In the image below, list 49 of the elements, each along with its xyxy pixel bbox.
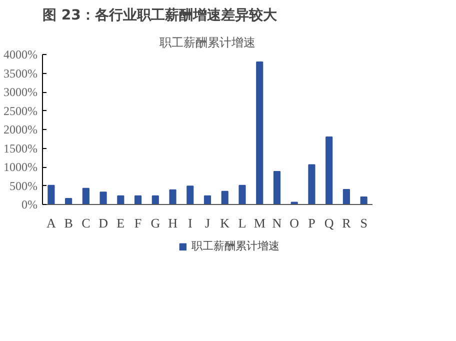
x-tick-label: J (204, 216, 210, 230)
bar (326, 136, 333, 204)
y-tick-label: 2500% (4, 104, 38, 118)
bar (100, 192, 107, 204)
y-tick-label: 2000% (4, 122, 38, 136)
x-tick-label: E (116, 216, 125, 230)
bar (256, 62, 264, 204)
legend-label: 职工薪酬累计增速 (192, 238, 280, 254)
y-tick-label: 1000% (4, 160, 38, 174)
bar (221, 190, 228, 204)
y-tick-label: 0% (22, 198, 38, 212)
bar (186, 186, 194, 204)
x-tick-label: A (46, 216, 56, 230)
x-tick-label: M (254, 216, 266, 230)
bar (82, 188, 90, 204)
bar (152, 195, 159, 204)
bar (273, 171, 281, 204)
bar (65, 198, 72, 204)
bar (117, 195, 124, 204)
x-tick-label: F (134, 216, 142, 230)
x-tick-label: B (64, 216, 74, 230)
x-tick-label: D (98, 216, 108, 230)
x-tick-label: G (150, 216, 160, 230)
x-tick-label: H (168, 216, 178, 230)
y-tick-label: 1500% (4, 141, 38, 156)
x-tick-label: I (188, 216, 192, 230)
x-tick-label: Q (324, 216, 334, 230)
bar (134, 195, 142, 204)
y-tick-label: 3500% (4, 66, 38, 80)
x-tick-label: R (342, 216, 352, 230)
y-tick-label: 3000% (4, 85, 38, 99)
x-tick-label: L (238, 216, 246, 230)
x-tick-label: O (290, 216, 300, 230)
chart-subtitle: 职工薪酬累计增速 (160, 36, 256, 50)
y-tick-label: 4000% (4, 48, 38, 62)
x-tick-label: C (82, 216, 90, 230)
y-tick-label: 500% (10, 178, 38, 193)
x-tick-label: N (272, 216, 282, 230)
bar (342, 189, 350, 204)
bar (238, 184, 246, 204)
bar (48, 184, 55, 204)
bar (360, 196, 368, 204)
bar (169, 189, 176, 204)
chart-title: 图 23：各行业职工薪酬增速差异较大 (42, 8, 278, 24)
bar (204, 195, 212, 204)
x-tick-label: K (220, 216, 230, 230)
bar (308, 164, 316, 204)
x-tick-label: S (360, 216, 368, 230)
x-tick-label: P (308, 216, 316, 230)
